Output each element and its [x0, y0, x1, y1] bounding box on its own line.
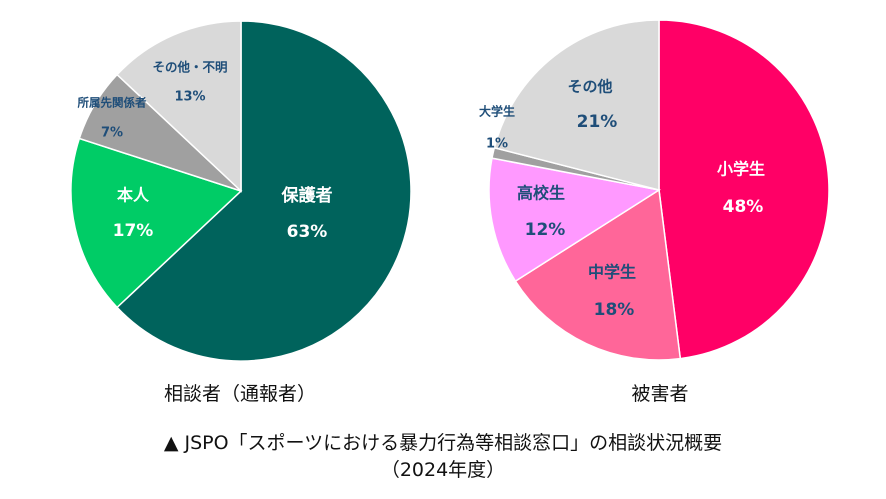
slice-label-other-unknown: その他・不明 [152, 60, 227, 75]
slice-value-junior-high: 18% [594, 300, 635, 320]
slice-label-elementary: 小学生 [717, 160, 765, 179]
slice-label-high-school: 高校生 [517, 184, 565, 203]
pie-slice-junior-high [514, 188, 682, 361]
consultant-pie-chart: 保護者 63% 本人 17% 所属先関係者 7% その他・不明 13% [70, 20, 412, 362]
slice-label-junior-high: 中学生 [588, 263, 636, 282]
slice-label-university: 大学生 [479, 104, 515, 119]
slice-value-self: 17% [113, 221, 154, 241]
pie-slice-other-unknown [116, 20, 242, 193]
caption-line-1: ▲ JSPO「スポーツにおける暴力行為等相談窓口」の相談状況概要 [163, 432, 723, 454]
consultant-chart-title: 相談者（通報者） [163, 383, 316, 405]
slice-label-other: その他 [567, 78, 612, 96]
pie-slice-elementary [658, 19, 830, 360]
slice-value-other-unknown: 13% [174, 90, 205, 105]
victim-chart-title: 被害者 [631, 383, 689, 405]
caption-line-2: （2024年度） [380, 459, 506, 481]
slice-value-elementary: 48% [723, 197, 764, 217]
pie-slice-self [70, 137, 243, 309]
figure-caption: ▲ JSPO「スポーツにおける暴力行為等相談窓口」の相談状況概要 （2024年度… [0, 430, 886, 484]
pie-slice-other [493, 19, 660, 191]
slice-value-high-school: 12% [525, 220, 566, 240]
slice-label-self: 本人 [117, 186, 150, 205]
slice-value-guardian: 63% [287, 222, 328, 242]
pie-slice-guardian [116, 20, 412, 362]
slice-label-affiliated-staff: 所属先関係者 [78, 96, 147, 110]
slice-value-affiliated-staff: 7% [101, 126, 123, 141]
slice-label-guardian: 保護者 [281, 185, 333, 206]
slice-value-university: 1% [486, 137, 508, 152]
pie-slice-high-school [488, 157, 662, 283]
slice-value-other: 21% [577, 112, 618, 132]
victim-pie-chart: 小学生 48% 中学生 18% 高校生 12% 大学生 1% その他 21% [479, 19, 830, 361]
